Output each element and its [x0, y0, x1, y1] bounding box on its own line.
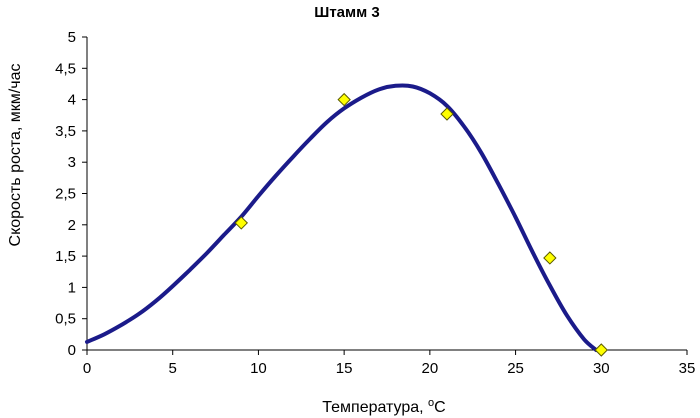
y-tick-label: 2,5: [55, 186, 76, 203]
data-point-marker: [543, 251, 557, 265]
y-tick-label: 4,5: [55, 60, 76, 77]
y-axis-title-group: Скорость роста, мкм/час: [7, 64, 24, 247]
y-tick-label: 0,5: [55, 311, 76, 328]
data-points: [234, 92, 608, 357]
x-tick-label: 30: [593, 360, 610, 377]
x-axis-title-unit: С: [434, 399, 446, 416]
x-tick-label: 35: [679, 360, 696, 377]
x-axis-title-superscript: о: [428, 397, 434, 409]
fit-curve-line: [85, 83, 599, 352]
x-tick-label: 15: [336, 360, 353, 377]
y-tick-label: 1,5: [55, 248, 76, 265]
x-tick-label: 5: [169, 360, 177, 377]
y-ticks: 0 0,5 1 1,5 2 2,5 3 3,5 4 4,5 5: [55, 29, 87, 359]
data-point-marker: [594, 343, 608, 357]
x-tick-label: 0: [83, 360, 91, 377]
data-point-marker: [234, 216, 248, 230]
x-axis-title: Температура, оС: [322, 397, 445, 416]
y-tick-label: 3: [68, 154, 76, 171]
y-axis-title: Скорость роста, мкм/час: [7, 64, 24, 247]
x-tick-label: 20: [422, 360, 439, 377]
y-tick-label: 0: [68, 342, 76, 359]
y-tick-label: 4: [68, 92, 76, 109]
x-axis-title-main: Температура,: [322, 399, 428, 416]
data-point-marker: [337, 92, 351, 107]
data-point-marker: [440, 107, 454, 121]
y-tick-label: 3,5: [55, 123, 76, 140]
x-tick-label: 25: [507, 360, 524, 377]
y-tick-label: 2: [68, 217, 76, 234]
y-tick-label: 1: [68, 279, 76, 296]
chart-title: Штамм 3: [314, 4, 379, 21]
y-tick-label: 5: [68, 29, 76, 46]
x-ticks: 0 5 10 15 20 25 30 35: [83, 350, 696, 377]
x-tick-label: 10: [250, 360, 267, 377]
